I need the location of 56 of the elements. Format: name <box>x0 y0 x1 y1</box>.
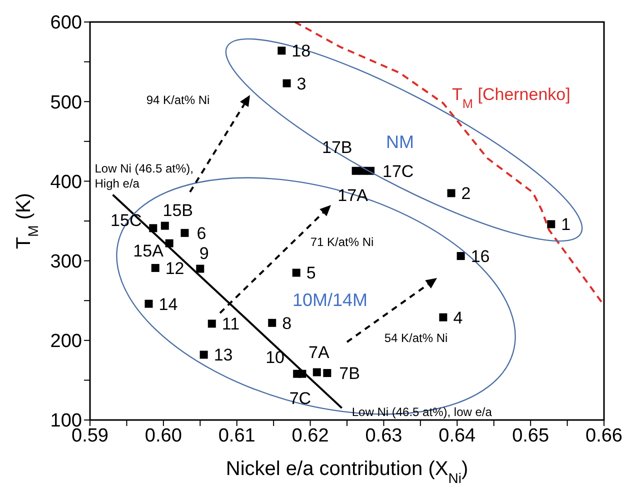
point <box>456 252 465 260</box>
annotation: 2 <box>461 184 471 203</box>
x-tick-label: 0.64 <box>438 425 476 446</box>
x-tick-label: 0.60 <box>144 425 182 446</box>
y-tick-label: 400 <box>50 172 82 193</box>
annotation: 5 <box>306 263 316 282</box>
y-tick-label: 200 <box>50 331 82 352</box>
annotation: 13 <box>214 345 233 364</box>
point <box>323 369 332 378</box>
annotation: 7B <box>339 364 360 383</box>
point <box>447 189 456 198</box>
point <box>278 46 286 55</box>
x-tick-label: 0.61 <box>218 425 256 446</box>
annotation: 3 <box>296 74 306 93</box>
annotation: 9 <box>199 243 209 262</box>
point <box>200 350 208 359</box>
annotation: 94 K/at% Ni <box>146 93 210 107</box>
annotation: Low Ni (46.5 at%), High e/a <box>94 162 194 191</box>
x-tick-label: 0.62 <box>292 425 329 446</box>
annotation: 4 <box>453 308 463 327</box>
y-tick-label: 300 <box>50 252 82 273</box>
annotation: 15A <box>133 240 164 260</box>
x-tick-label: 0.66 <box>586 425 622 446</box>
point <box>196 264 204 273</box>
point <box>160 222 169 230</box>
annotation: 15B <box>162 200 194 220</box>
annotation: 12 <box>165 258 184 278</box>
annotation: 6 <box>196 223 206 242</box>
x-tick-label: 0.63 <box>365 425 402 446</box>
annotation: 16 <box>470 246 490 266</box>
annotation: NM <box>386 132 414 152</box>
annotation: 8 <box>282 313 292 332</box>
x-tick-label: 0.65 <box>512 425 550 446</box>
y-tick-label: 500 <box>50 92 82 114</box>
point <box>292 268 300 277</box>
point <box>180 228 189 237</box>
annotation: 10M/14M <box>292 290 368 310</box>
annotation: 71 K/at% Ni <box>310 235 374 249</box>
point <box>312 368 321 376</box>
point <box>439 313 448 322</box>
annotation: 11 <box>222 314 240 334</box>
y-tick-label: 600 <box>50 12 82 34</box>
x-axis-title: Nickel e/a contribution (X$_{Ni}$) <box>226 458 468 486</box>
annotation: 7C <box>289 388 312 408</box>
point <box>268 318 276 327</box>
annotation: 54 K/at% Ni <box>384 331 448 345</box>
annotation: 7A <box>308 342 330 362</box>
annotation: 17C <box>382 161 414 180</box>
point <box>151 264 160 272</box>
annotation: 1 <box>561 214 571 234</box>
point <box>547 220 556 228</box>
point <box>144 300 153 308</box>
point <box>208 320 216 328</box>
series-label: T$_{M}$ [Chernenko] <box>452 85 570 110</box>
annotation: 14 <box>158 294 178 314</box>
point <box>282 79 291 88</box>
